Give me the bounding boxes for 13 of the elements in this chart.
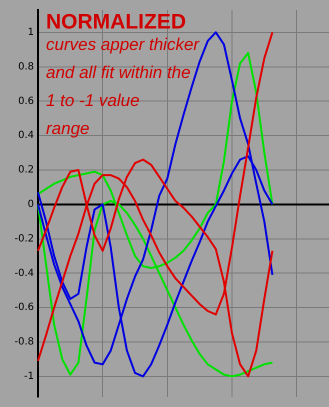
y-tick-label: -0.2 (14, 233, 34, 244)
y-tick-label: 0.2 (18, 164, 34, 176)
chart-title: NORMALIZED (46, 10, 186, 34)
y-tick-label: 0.4 (18, 130, 34, 142)
y-tick-label: -1 (24, 370, 34, 382)
y-tick-label: 0.8 (18, 61, 34, 72)
y-tick-label: 1 (28, 26, 34, 38)
text: curves apper thicker and all fit within the 1 to -1 value range (46, 35, 200, 138)
y-tick-label: -0.8 (14, 336, 34, 348)
y-tick-label: -0.4 (14, 268, 34, 279)
y-tick-label: -0.6 (14, 302, 34, 314)
y-tick-label: 0.6 (18, 96, 34, 107)
y-tick-label: 0 (28, 198, 34, 210)
